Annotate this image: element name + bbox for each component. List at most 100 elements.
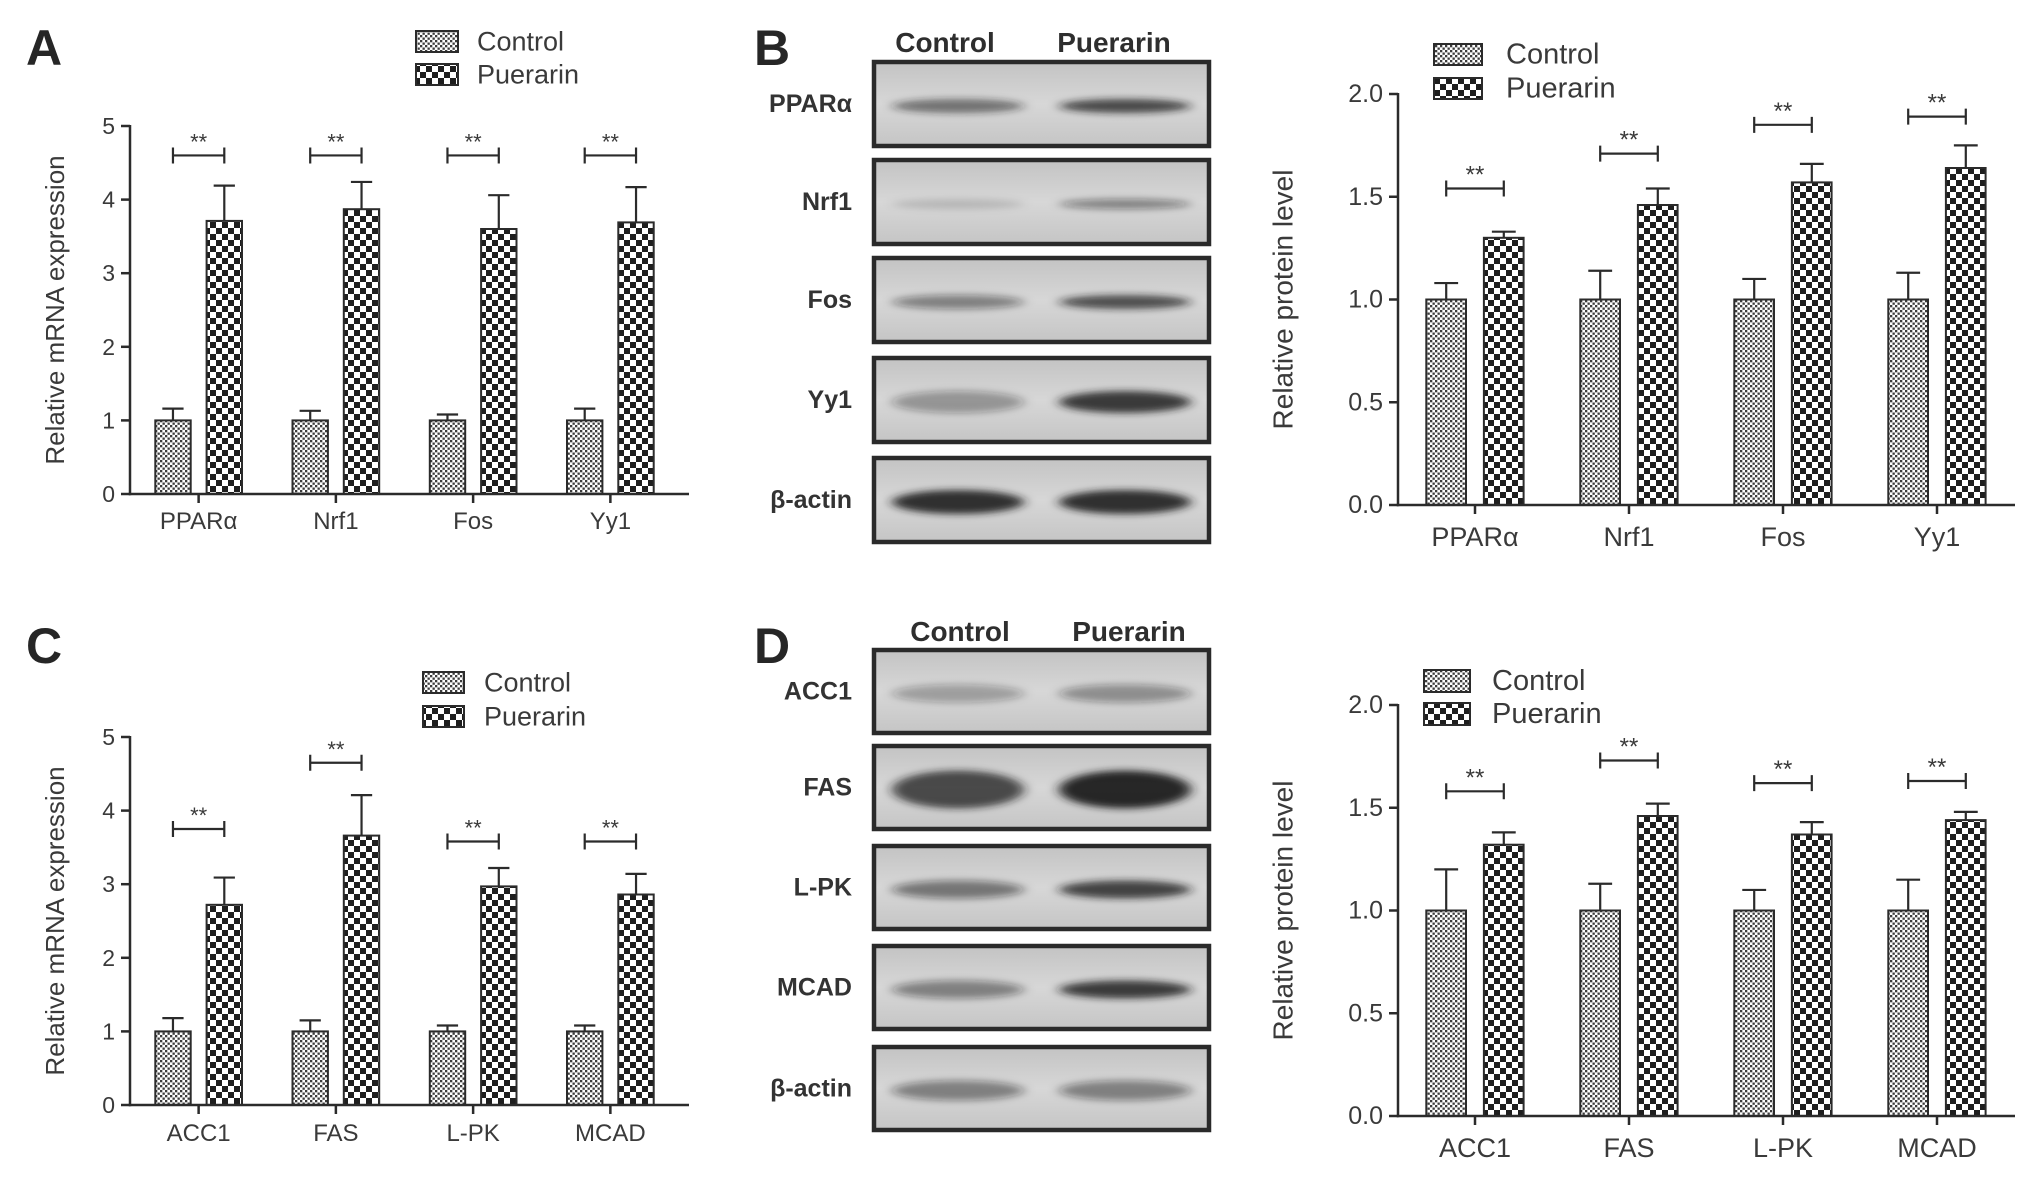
- bar-control: [154, 419, 192, 495]
- blot-band: [892, 391, 1024, 413]
- blot-row-l-pk: L-PK: [794, 843, 1212, 932]
- legend-label: Puerarin: [484, 702, 586, 732]
- significance-bracket-line: [583, 833, 638, 850]
- significance-bracket-line: [1907, 773, 1967, 790]
- error-bar-puerarin: [1953, 810, 1978, 821]
- blot-band: [892, 684, 1024, 703]
- significance-bracket-line: [1753, 116, 1813, 133]
- significance-bracket-line: [171, 147, 226, 164]
- bar-puerarin: [1636, 815, 1679, 1117]
- y-tick-label: 2: [102, 945, 115, 971]
- y-tick-label: 2: [102, 334, 115, 360]
- blot-row-actin: β-actin: [770, 1044, 1212, 1133]
- blot-band: [1059, 199, 1191, 209]
- bar-control: [1425, 909, 1468, 1117]
- bar-control: [566, 1030, 604, 1107]
- error-bar-puerarin: [1799, 162, 1824, 183]
- bar-puerarin: [617, 893, 655, 1106]
- significance-bracket: **: [309, 129, 363, 164]
- legend: Control Puerarin: [422, 668, 586, 732]
- bar-puerarin: [1636, 204, 1679, 506]
- blot-row-label: L-PK: [794, 874, 852, 902]
- significance-bracket: **: [1599, 127, 1659, 162]
- y-tick-label: 0: [102, 1092, 115, 1118]
- error-bar-puerarin: [1645, 187, 1670, 205]
- bar-chart-mrna-a: ** PPARα ** Nrf1 ** Fos ** Yy1 0 1 2 3 4 5 Relative mR…: [40, 27, 689, 535]
- y-tick-label: 1.5: [1348, 794, 1383, 822]
- error-bar-control: [1588, 269, 1613, 300]
- legend-swatch-puerarin: [422, 705, 465, 728]
- category-label: FAS: [313, 1120, 358, 1147]
- bar-puerarin: [1482, 236, 1525, 507]
- y-tick-label: 2.0: [1348, 80, 1383, 108]
- error-bar-control: [1588, 882, 1613, 911]
- error-bar-control: [299, 1019, 321, 1032]
- error-bar-control: [436, 1024, 459, 1032]
- significance-bracket-line: [446, 833, 500, 850]
- legend-swatch-control: [1423, 669, 1471, 693]
- significance-bracket-line: [309, 754, 363, 771]
- lane-header-puerarin: Puerarin: [1057, 27, 1171, 58]
- bar-puerarin: [1790, 833, 1833, 1117]
- blot-band: [1059, 391, 1191, 413]
- blot-band: [892, 770, 1024, 809]
- error-bar-control: [1896, 878, 1921, 911]
- blot-row-label: Yy1: [808, 386, 853, 414]
- blot-row-fas: FAS: [803, 743, 1212, 832]
- error-bar-control: [1742, 888, 1767, 911]
- error-bar-control: [436, 413, 459, 421]
- lane-header-control: Control: [895, 27, 995, 58]
- western-blot-d: Control Puerarin ACC1 FAS L-PK MCAD β-actin: [770, 616, 1212, 1133]
- panel-a: A ** PPARα ** Nrf1 ** Fos ** Yy1 0 1 2 3 4 5 Relative …: [26, 20, 689, 535]
- error-bar-control: [1742, 277, 1767, 300]
- significance-label: **: [602, 816, 620, 841]
- error-bar-puerarin: [1491, 831, 1516, 845]
- legend-item-control: Control: [1433, 39, 1600, 71]
- panel-d: D Control PuerarinACC1FASL-PKMCADβ-actin …: [754, 616, 2015, 1163]
- significance-bracket: **: [1599, 733, 1659, 769]
- error-bar-control: [1434, 281, 1459, 300]
- bar-control: [428, 419, 467, 495]
- blot-row-label: MCAD: [777, 974, 852, 1002]
- western-blot-b: Control Puerarin PPARα Nrf1 Fos Yy1 β-actin: [769, 27, 1212, 545]
- blot-row-nrf1: Nrf1: [802, 157, 1212, 247]
- bar-puerarin: [1482, 843, 1525, 1117]
- bar-chart-protein-d: ** ACC1 ** FAS ** L-PK ** MCAD 0.0 0.5 1.0 1.5 2.0 Re…: [1268, 665, 2015, 1163]
- error-bar-puerarin: [213, 184, 235, 221]
- blot-band: [892, 1080, 1024, 1101]
- blot-band: [1059, 295, 1191, 309]
- bar-puerarin: [205, 903, 244, 1106]
- blot-band: [892, 490, 1024, 514]
- blot-band: [1059, 99, 1191, 113]
- error-bar-control: [574, 407, 596, 421]
- legend-label: Puerarin: [1492, 698, 1602, 730]
- bar-control: [1887, 909, 1930, 1117]
- category-label: L-PK: [1753, 1133, 1813, 1163]
- lane-header-control: Control: [910, 616, 1010, 647]
- significance-bracket-line: [1599, 752, 1659, 769]
- y-tick-label: 2.0: [1348, 691, 1383, 719]
- significance-label: **: [1466, 162, 1485, 189]
- y-tick-label: 5: [102, 724, 115, 750]
- legend-swatch-puerarin: [1433, 77, 1483, 100]
- blot-band: [892, 880, 1024, 899]
- error-bar-puerarin: [1491, 230, 1516, 238]
- significance-bracket-line: [1599, 145, 1659, 162]
- bar-control: [1733, 909, 1776, 1117]
- y-tick-label: 4: [102, 187, 115, 213]
- bar-control: [154, 1030, 192, 1107]
- y-tick-label: 0.5: [1348, 999, 1383, 1027]
- error-bar-puerarin: [1645, 802, 1670, 816]
- legend-item-puerarin: Puerarin: [1433, 73, 1616, 105]
- error-bar-control: [1896, 271, 1921, 300]
- blot-row-mcad: MCAD: [777, 943, 1212, 1032]
- error-bar-puerarin: [625, 185, 647, 223]
- error-bar-puerarin: [350, 180, 373, 210]
- category-label: L-PK: [446, 1120, 499, 1147]
- legend-item-control: Control: [415, 27, 564, 57]
- panel-label-a: A: [26, 20, 62, 76]
- significance-bracket: **: [583, 816, 638, 850]
- category-label: FAS: [1603, 1133, 1654, 1163]
- blot-row-yy1: Yy1: [808, 355, 1212, 445]
